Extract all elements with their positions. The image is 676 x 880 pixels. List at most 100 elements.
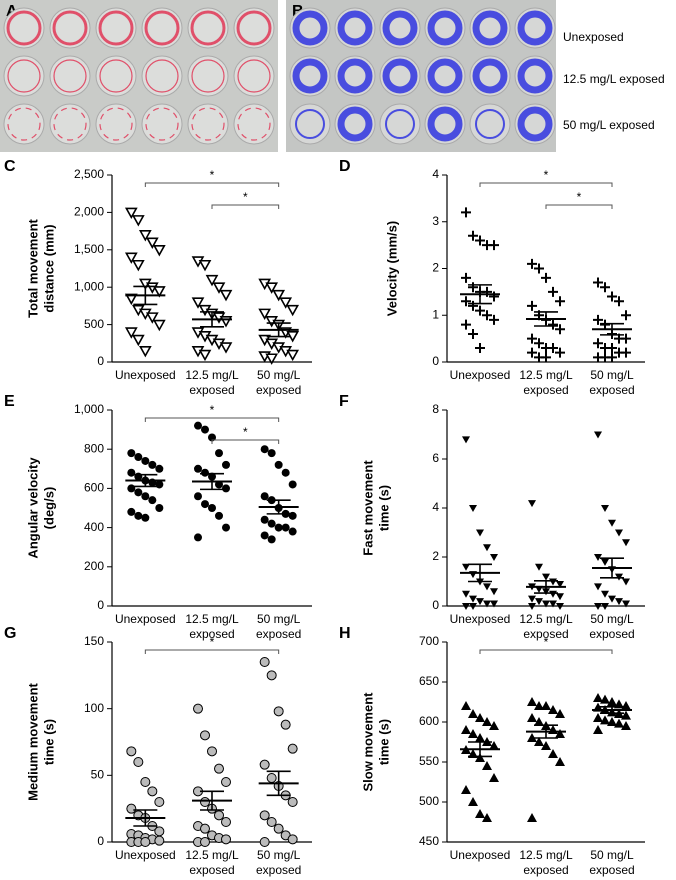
error-bar bbox=[200, 472, 224, 491]
point bbox=[541, 701, 551, 710]
heat bbox=[337, 10, 373, 46]
heat bbox=[472, 10, 508, 46]
point bbox=[527, 347, 537, 358]
point bbox=[198, 349, 212, 362]
point bbox=[475, 733, 485, 742]
point bbox=[214, 763, 224, 774]
point bbox=[534, 263, 544, 274]
trace bbox=[98, 10, 134, 46]
point bbox=[201, 425, 209, 434]
point bbox=[191, 297, 205, 309]
point bbox=[556, 593, 564, 601]
point bbox=[155, 480, 164, 489]
point bbox=[154, 826, 165, 837]
point bbox=[600, 282, 610, 293]
point bbox=[138, 345, 152, 358]
point bbox=[549, 590, 557, 598]
well bbox=[3, 103, 45, 145]
y-axis-label: Velocity (mm/s) bbox=[384, 221, 399, 316]
point bbox=[193, 703, 203, 714]
x-tick-label: exposed bbox=[589, 383, 634, 397]
error-bar bbox=[534, 724, 558, 739]
heat bbox=[292, 10, 328, 46]
plate-a bbox=[0, 0, 278, 152]
point bbox=[461, 701, 471, 710]
point bbox=[527, 713, 537, 722]
point bbox=[482, 717, 492, 726]
point bbox=[549, 578, 557, 586]
point bbox=[468, 729, 478, 738]
point bbox=[134, 453, 143, 462]
point bbox=[622, 578, 630, 586]
x-tick-label: exposed bbox=[523, 627, 568, 641]
point bbox=[489, 240, 499, 251]
point bbox=[594, 554, 602, 561]
error-bar bbox=[534, 311, 558, 327]
point bbox=[555, 709, 565, 718]
x-tick-label: 12.5 mg/L bbox=[519, 368, 573, 382]
point bbox=[287, 797, 298, 807]
point bbox=[621, 333, 631, 344]
significance-label: * bbox=[577, 190, 582, 204]
point bbox=[259, 759, 270, 770]
well bbox=[3, 7, 45, 49]
point bbox=[555, 324, 565, 335]
point bbox=[200, 797, 210, 807]
point bbox=[221, 817, 231, 827]
x-tick-label: Unexposed bbox=[115, 612, 176, 626]
x-tick-label: exposed bbox=[589, 863, 634, 877]
point bbox=[555, 757, 565, 766]
point bbox=[461, 296, 471, 307]
point bbox=[593, 713, 603, 722]
x-tick-label: exposed bbox=[523, 863, 568, 877]
point bbox=[614, 296, 624, 307]
point bbox=[548, 286, 558, 297]
chart: E Angular velocity (deg/s) 0 200 400 600 800 1,0… bbox=[4, 393, 312, 641]
point bbox=[601, 505, 609, 512]
point bbox=[219, 289, 233, 302]
x-tick-label: exposed bbox=[189, 383, 234, 397]
y-tick-label: 2,000 bbox=[74, 205, 104, 219]
trace bbox=[191, 59, 225, 93]
point bbox=[222, 460, 230, 469]
point bbox=[274, 523, 283, 532]
point bbox=[528, 595, 536, 603]
point bbox=[124, 252, 138, 264]
point bbox=[154, 835, 165, 846]
point bbox=[127, 468, 136, 477]
point bbox=[469, 603, 477, 610]
point bbox=[127, 507, 136, 516]
trace bbox=[237, 59, 271, 93]
trace bbox=[191, 107, 225, 141]
well bbox=[3, 55, 45, 97]
point bbox=[265, 282, 279, 294]
point bbox=[548, 319, 558, 330]
point bbox=[549, 600, 557, 608]
trace bbox=[190, 10, 226, 46]
point bbox=[138, 230, 152, 242]
point bbox=[490, 600, 498, 608]
significance-bracket bbox=[211, 439, 280, 444]
point bbox=[221, 777, 231, 787]
point bbox=[615, 529, 623, 537]
point bbox=[593, 277, 603, 288]
point bbox=[483, 600, 491, 608]
point bbox=[198, 259, 212, 272]
point bbox=[607, 717, 617, 726]
point bbox=[556, 603, 564, 610]
point bbox=[548, 342, 558, 353]
point bbox=[126, 803, 137, 814]
well bbox=[141, 7, 183, 49]
trace bbox=[6, 10, 42, 46]
point bbox=[548, 705, 558, 714]
point bbox=[489, 314, 499, 325]
point bbox=[527, 733, 537, 742]
point bbox=[600, 715, 610, 725]
point bbox=[200, 730, 210, 741]
point bbox=[274, 460, 283, 469]
point bbox=[469, 505, 477, 512]
x-tick-label: exposed bbox=[256, 863, 301, 877]
point bbox=[259, 657, 270, 667]
point bbox=[155, 504, 164, 512]
point bbox=[194, 421, 202, 430]
